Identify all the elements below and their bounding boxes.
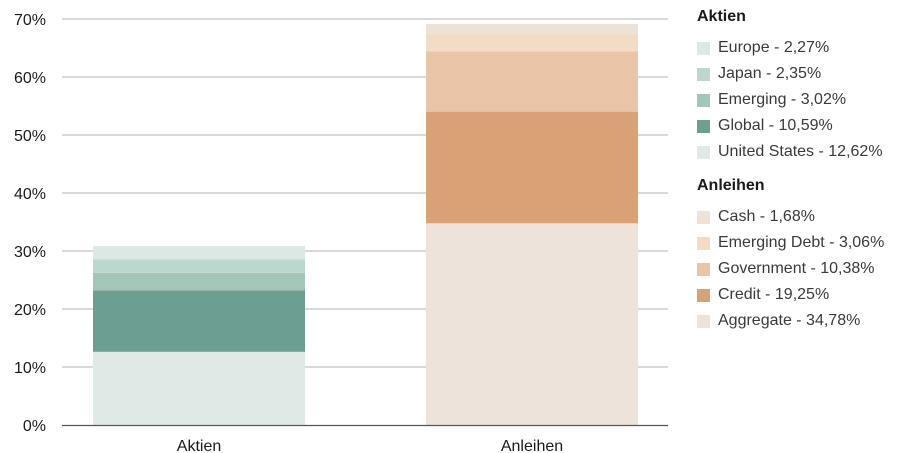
y-tick-label: 20% [14,302,46,319]
legend-label: Emerging - 3,02% [718,91,847,108]
legend-swatch [697,67,710,81]
legend-label: Europe - 2,27% [718,39,830,56]
y-tick-label: 60% [14,70,46,87]
legend-swatch [697,288,710,302]
legend-item: Government - 10,38% [697,256,907,282]
legend-swatch [697,314,710,328]
legend-item: Japan - 2,35% [697,61,907,87]
legend-swatch [697,210,710,224]
y-tick-label: 10% [14,360,46,377]
legend-label: Emerging Debt - 3,06% [718,234,885,251]
y-tick-label: 40% [14,186,46,203]
legend-label: Aggregate - 34,78% [718,312,861,329]
legend-item: Emerging - 3,02% [697,87,907,113]
legend-item: Credit - 19,25% [697,282,907,308]
legend-label: United States - 12,62% [718,143,883,160]
legend-group: Aktien Europe - 2,27% Japan - 2,35% Emergin… [697,6,907,165]
legend-group: Anleihen Cash - 1,68% Emerging Debt - 3,06… [697,175,907,334]
legend-swatch [697,119,710,133]
legend-label: Japan - 2,35% [718,65,822,82]
y-tick-label: 50% [14,128,46,145]
bar-segment-aktien-emerging [93,272,305,291]
x-category-label: Anleihen [501,438,563,453]
legend-swatch [697,262,710,276]
legend-group-title: Anleihen [697,177,765,194]
bar-segment-aktien-united-states [93,351,305,425]
bar-segment-anleihen-aggregate [426,223,638,425]
legend: Aktien Europe - 2,27% Japan - 2,35% Emergin… [697,6,907,344]
stacked-bar-chart: 0% 10% 20% 30% 40% 50% 60% 70% Aktien Anleihen [14,12,668,453]
legend-group-title: Aktien [697,8,746,25]
legend-swatch [697,93,710,107]
bar-segment-anleihen-emerging-debt [426,33,638,52]
legend-item: Cash - 1,68% [697,204,907,230]
legend-item: Emerging Debt - 3,06% [697,230,907,256]
y-tick-label: 70% [14,12,46,29]
legend-item: United States - 12,62% [697,139,907,165]
legend-swatch [697,41,710,55]
bar-segment-anleihen-cash [426,23,638,34]
y-tick-label: 0% [23,418,46,435]
y-tick-label: 30% [14,244,46,261]
legend-item: Aggregate - 34,78% [697,308,907,334]
bar-segment-aktien-europe [93,246,305,260]
legend-swatch [697,145,710,159]
x-category-label: Aktien [177,438,221,453]
legend-label: Global - 10,59% [718,117,833,134]
legend-item: Global - 10,59% [697,113,907,139]
legend-swatch [697,236,710,250]
legend-label: Credit - 19,25% [718,286,830,303]
legend-label: Cash - 1,68% [718,208,815,225]
bar-segment-anleihen-credit [426,111,638,224]
bar-segment-aktien-japan [93,259,305,273]
bar-segment-anleihen-government [426,51,638,112]
legend-label: Government - 10,38% [718,260,875,277]
bar-segment-aktien-global [93,290,305,352]
legend-item: Europe - 2,27% [697,35,907,61]
